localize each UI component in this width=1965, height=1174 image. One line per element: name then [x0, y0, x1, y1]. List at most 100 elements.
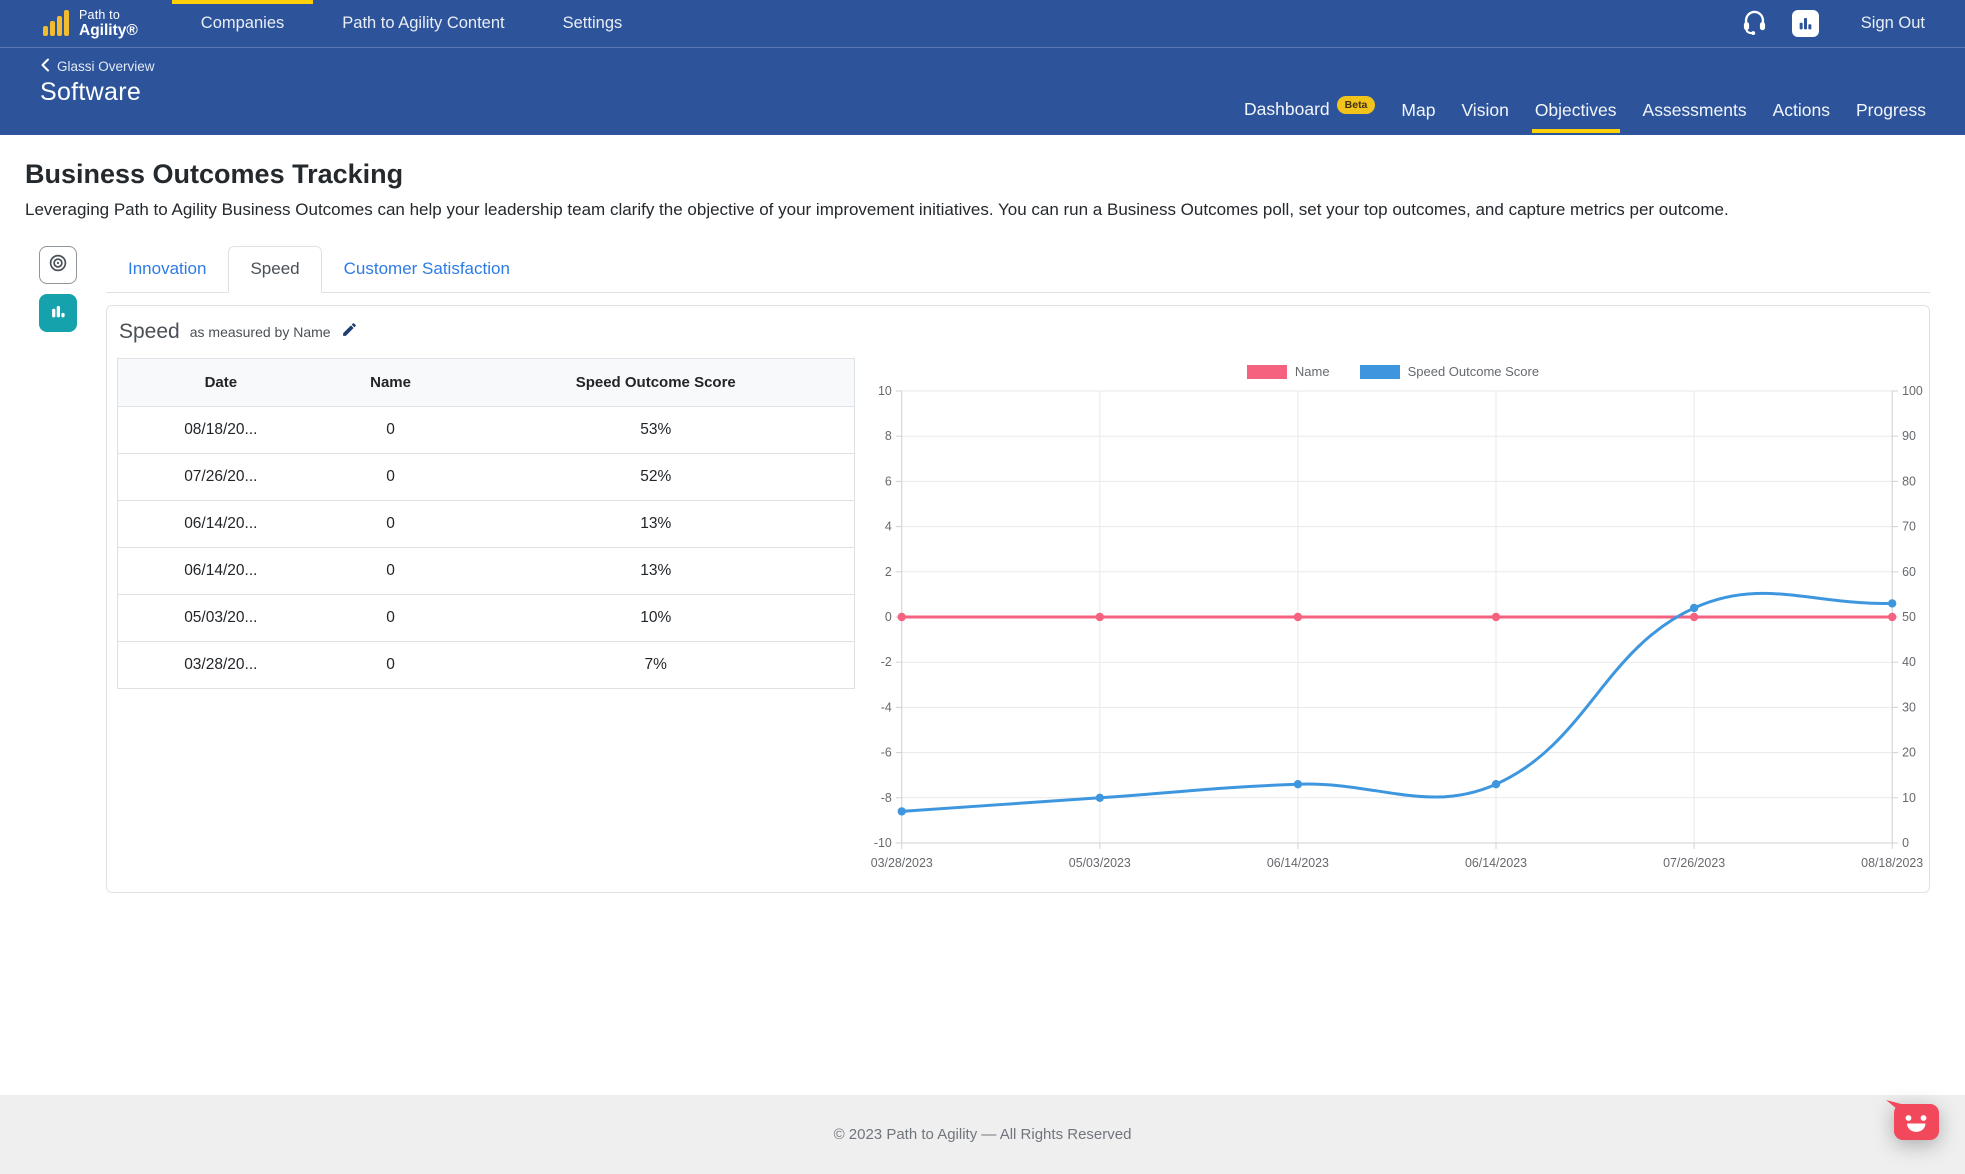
logo-line1: Path to [79, 7, 121, 22]
card-subtitle: as measured by Name [189, 324, 331, 340]
left-rail [39, 246, 77, 332]
svg-text:-10: -10 [874, 836, 892, 850]
tab-label: Speed [250, 259, 300, 278]
svg-text:03/28/2023: 03/28/2023 [871, 856, 933, 870]
cell-name: 0 [323, 406, 458, 454]
legend-item-speed-outcome-score[interactable]: Speed Outcome Score [1359, 364, 1540, 379]
cell-name: 0 [323, 594, 458, 642]
nav-item-companies[interactable]: Companies [171, 0, 314, 47]
svg-text:10: 10 [1902, 791, 1916, 805]
sign-out-button[interactable]: Sign Out [1860, 14, 1925, 32]
section-nav-vision[interactable]: Vision [1448, 100, 1521, 121]
nav-item-label: Path to Agility Content [342, 14, 505, 32]
table-row: 03/28/20... 0 7% [118, 642, 855, 689]
nav-item-settings[interactable]: Settings [534, 0, 652, 47]
table-row: 07/26/20... 0 52% [117, 453, 855, 501]
cell-date: 07/26/20... [117, 453, 324, 501]
legend-label: Name [1294, 364, 1330, 379]
back-link-label: Glassi Overview [57, 59, 155, 74]
bar-chart-icon [48, 301, 68, 326]
cell-date: 08/18/20... [117, 406, 324, 454]
reports-icon[interactable] [1791, 10, 1819, 37]
nav-item-label: Settings [562, 14, 623, 32]
tab-label: Innovation [128, 259, 207, 278]
cell-date: 06/14/20... [117, 547, 324, 595]
cell-date: 03/28/20... [184, 656, 258, 673]
section-nav-label: Objectives [1534, 99, 1617, 120]
section-nav-label: Progress [1855, 99, 1926, 120]
svg-text:-8: -8 [881, 791, 892, 805]
card-title: Speed [119, 320, 180, 343]
svg-text:4: 4 [885, 520, 892, 534]
legend-item-name[interactable]: Name [1246, 364, 1330, 379]
cell-name: 0 [323, 453, 458, 501]
tab-speed[interactable]: Speed [228, 246, 322, 293]
svg-text:06/14/2023: 06/14/2023 [1465, 856, 1527, 870]
svg-text:100: 100 [1902, 384, 1923, 398]
section-nav-label: Assessments [1642, 99, 1747, 120]
cell-score: 13% [457, 547, 855, 595]
outcomes-target-button[interactable] [39, 246, 77, 284]
table-row: 06/14/20... 0 13% [117, 500, 855, 548]
outcome-tabs: Innovation Speed Customer Satisfaction [106, 246, 1930, 293]
column-header-name: Name [323, 358, 458, 407]
svg-text:08/18/2023: 08/18/2023 [1861, 856, 1923, 870]
svg-text:30: 30 [1902, 700, 1916, 714]
logo-bars-icon [42, 6, 72, 42]
svg-text:8: 8 [885, 429, 892, 443]
outcome-chart-area: Name Speed Outcome Score 10 8 6 4 2 0 -2 -4 -6 -8… [867, 358, 1924, 878]
section-nav-dashboard[interactable]: Dashboard Beta [1231, 96, 1388, 121]
page-description: Leveraging Path to Agility Business Outc… [25, 200, 1729, 219]
svg-text:60: 60 [1902, 565, 1916, 579]
svg-text:05/03/2023: 05/03/2023 [1069, 856, 1131, 870]
section-nav: Dashboard Beta Map Vision Objectives Asse… [1231, 96, 1939, 133]
legend-label: Speed Outcome Score [1407, 364, 1540, 379]
tab-label: Customer Satisfaction [343, 259, 510, 278]
tab-innovation[interactable]: Innovation [106, 246, 228, 292]
nav-item-path-to-agility-content[interactable]: Path to Agility Content [313, 0, 533, 47]
outcomes-chart-button[interactable] [39, 294, 77, 332]
sub-header: Glassi Overview Software Dashboard Beta M… [0, 48, 1965, 135]
outcome-score-table: Date Name Speed Outcome Score 08/18/20..… [117, 358, 855, 689]
section-nav-progress[interactable]: Progress [1843, 100, 1939, 121]
copyright-text: © 2023 Path to Agility — All Rights Rese… [833, 1126, 1132, 1143]
edit-outcome-button[interactable] [341, 321, 358, 343]
section-nav-label: Actions [1772, 99, 1830, 120]
tab-customer-satisfaction[interactable]: Customer Satisfaction [322, 246, 532, 292]
svg-text:40: 40 [1902, 655, 1916, 669]
topnav-right: Sign Out [1741, 0, 1965, 47]
back-link[interactable]: Glassi Overview [40, 58, 155, 75]
cell-score: 7% [644, 656, 667, 673]
bullseye-icon [47, 252, 69, 279]
card-body: Date Name Speed Outcome Score 08/18/20..… [117, 358, 1924, 878]
svg-text:-4: -4 [881, 700, 892, 714]
cell-score: 10% [457, 594, 855, 642]
svg-text:06/14/2023: 06/14/2023 [1267, 856, 1329, 870]
cell-name: 0 [386, 656, 395, 673]
section-nav-assessments[interactable]: Assessments [1630, 100, 1760, 121]
footer: © 2023 Path to Agility — All Rights Rese… [0, 1095, 1965, 1174]
section-nav-map[interactable]: Map [1388, 100, 1448, 121]
section-nav-label: Map [1401, 99, 1436, 120]
logo-line2: Agility® [79, 22, 138, 39]
section-nav-label: Dashboard [1244, 99, 1330, 119]
outcome-chart: 1086420-2-4-6-8-101009080706050403020100… [871, 384, 1924, 870]
svg-text:6: 6 [885, 474, 892, 488]
chat-widget-button[interactable] [1885, 1099, 1941, 1150]
section-nav-actions[interactable]: Actions [1760, 100, 1843, 121]
back-chevron-icon [40, 58, 50, 75]
speed-outcome-card: Speed as measured by Name [106, 305, 1930, 893]
cell-name: 0 [323, 547, 458, 595]
section-nav-objectives[interactable]: Objectives [1522, 99, 1630, 133]
headset-support-icon[interactable] [1741, 8, 1768, 40]
chart-legend: Name Speed Outcome Score [867, 364, 1919, 379]
nav-item-label: Companies [200, 14, 285, 32]
logo[interactable]: Path to Agility® [42, 0, 138, 47]
svg-text:0: 0 [885, 610, 892, 624]
column-header-score: Speed Outcome Score [457, 358, 855, 407]
logo-text: Path to Agility® [79, 7, 138, 39]
svg-text:07/26/2023: 07/26/2023 [1663, 856, 1725, 870]
cell-name: 0 [323, 500, 458, 548]
section-nav-label: Vision [1461, 99, 1509, 120]
table-row: 05/03/20... 0 10% [117, 594, 855, 642]
